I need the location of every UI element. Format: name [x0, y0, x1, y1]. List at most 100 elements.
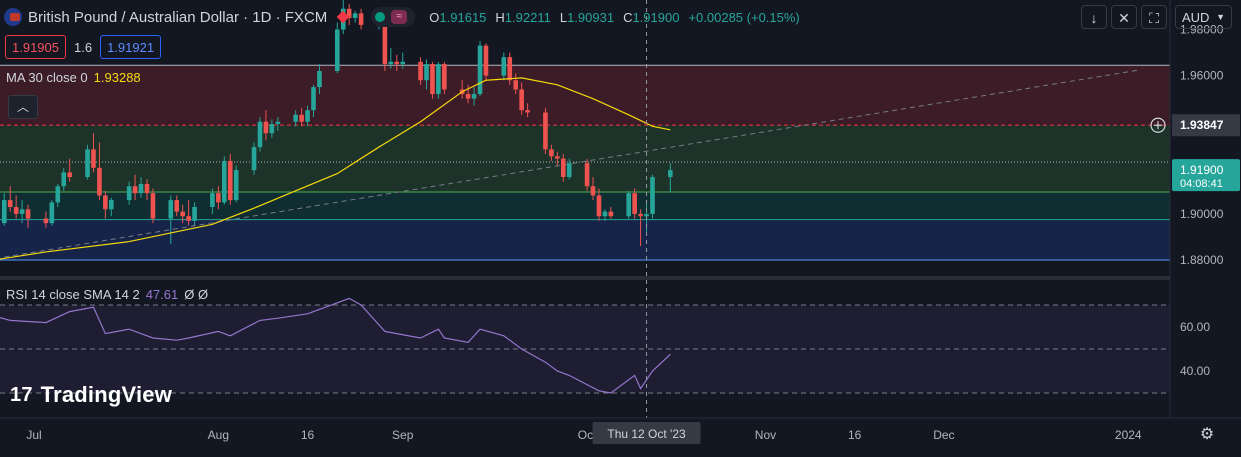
candle-body	[638, 213, 643, 217]
crosshair-price-label: 1.93847	[1180, 118, 1224, 132]
candle-30	[233, 165, 239, 203]
candle-14	[103, 190, 108, 219]
rsi-tick-0: 60.00	[1180, 320, 1210, 334]
candle-body	[144, 183, 150, 194]
candle-11	[85, 144, 90, 180]
candle-body	[358, 13, 364, 25]
crosshair-price-box	[1172, 114, 1240, 137]
scroll-down-button[interactable]: ↓	[1081, 5, 1107, 29]
market-status-pill[interactable]: ≈	[371, 7, 416, 27]
time-tick-1: Aug	[208, 428, 229, 442]
candle-body	[293, 114, 298, 122]
ohlc-low-key: L	[559, 9, 568, 25]
candle-body	[436, 64, 441, 95]
time-tick-5: Nov	[755, 428, 776, 442]
collapse-legend-button[interactable]: ︿	[8, 95, 38, 119]
candle-body	[483, 45, 489, 76]
candle-31	[251, 142, 257, 175]
buy-button[interactable]: 1.91921	[100, 35, 162, 59]
rsi-legend[interactable]: RSI 14 close SMA 14 2 47.61 Ø Ø	[6, 287, 208, 302]
candle-61	[501, 52, 507, 81]
candle-66	[543, 107, 548, 154]
candle-body	[19, 209, 25, 214]
candle-body	[394, 61, 400, 65]
candle-58	[471, 87, 477, 106]
candle-body	[61, 172, 67, 187]
candle-67	[549, 144, 554, 161]
candle-34	[269, 119, 275, 138]
candle-body	[632, 193, 637, 214]
time-tick-2: 16	[301, 428, 315, 442]
tradingview-logo: 17 TradingView	[10, 382, 172, 408]
candle-19	[144, 179, 150, 201]
candle-71	[584, 158, 590, 191]
candle-body	[596, 195, 602, 217]
ohlc-close-key: C	[623, 9, 633, 25]
rsi-legend-value: 47.61	[145, 287, 179, 302]
market-closed-icon[interactable]	[336, 10, 350, 24]
candle-41	[334, 22, 340, 74]
ma-legend[interactable]: MA 30 close 0 1.93288	[6, 70, 141, 85]
spread-value: 1.6	[74, 39, 93, 55]
candle-64	[519, 82, 524, 115]
candle-29	[227, 153, 233, 205]
candle-48	[388, 47, 394, 69]
crosshair-date-box	[592, 422, 701, 444]
collapse-chart-button[interactable]: ✕	[1111, 5, 1137, 29]
candle-body	[471, 94, 477, 99]
candle-39	[311, 84, 316, 118]
currency-select[interactable]: AUD ▼	[1175, 5, 1232, 29]
candle-38	[305, 105, 310, 127]
fullscreen-button[interactable]: ⛶	[1141, 5, 1167, 29]
ohlc-high-value: 1.92211	[504, 9, 551, 25]
candle-body	[251, 147, 257, 171]
trade-panel: 1.91905 1.6 1.91921	[5, 35, 162, 59]
candle-body	[126, 186, 132, 201]
candle-body	[269, 124, 275, 134]
candle-body	[543, 112, 548, 150]
settings-gear-icon[interactable]: ⚙	[1199, 426, 1215, 443]
candle-body	[346, 8, 352, 18]
candle-body	[465, 94, 471, 99]
candle-body	[418, 61, 423, 81]
time-tick-7: Dec	[933, 428, 954, 442]
candle-body	[150, 193, 156, 219]
symbol-title[interactable]: British Pound / Australian Dollar · 1D ·…	[28, 8, 328, 26]
time-tick-3: Sep	[392, 428, 414, 442]
candle-81	[668, 162, 673, 193]
candle-body	[334, 29, 340, 71]
candle-body	[233, 170, 239, 201]
candle-2	[7, 186, 13, 212]
candle-body	[49, 202, 55, 224]
wave-icon: ≈	[391, 10, 408, 24]
candle-3	[13, 195, 19, 219]
candle-body	[55, 186, 61, 203]
candle-body	[13, 207, 19, 214]
sell-button[interactable]: 1.91905	[5, 35, 66, 59]
candle-body	[109, 200, 114, 210]
candle-body	[192, 207, 197, 221]
candle-body	[180, 211, 185, 217]
candle-17	[132, 174, 138, 201]
candle-72	[590, 177, 596, 201]
candle-22	[174, 195, 180, 217]
candle-16	[126, 181, 132, 205]
candle-35	[275, 117, 281, 131]
time-tick-6: 16	[848, 428, 862, 442]
candle-body	[507, 57, 513, 81]
candle-body	[626, 193, 631, 217]
candle-69	[560, 153, 566, 182]
candle-body	[382, 15, 388, 65]
candle-body	[317, 71, 322, 88]
candle-49	[394, 54, 400, 71]
candle-15	[109, 197, 114, 217]
last-price-box	[1172, 159, 1240, 192]
candle-body	[477, 45, 483, 95]
candle-78	[638, 209, 643, 247]
candle-body	[227, 160, 233, 201]
candle-body	[67, 172, 72, 178]
candle-body	[257, 121, 263, 148]
candle-1	[1, 193, 7, 226]
candle-43	[346, 4, 352, 25]
